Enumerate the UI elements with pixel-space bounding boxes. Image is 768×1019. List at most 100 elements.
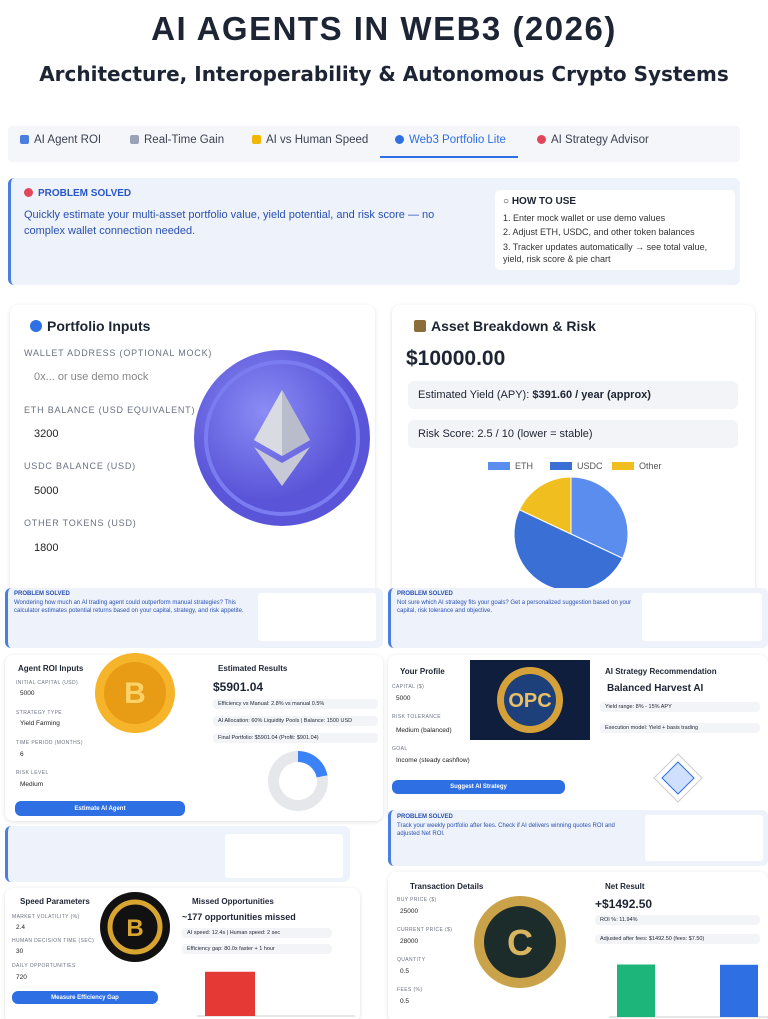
how-to-box	[642, 593, 762, 641]
field-label: FEES (%)	[397, 987, 423, 993]
field-value: Medium (balanced)	[396, 727, 452, 734]
bar-chart	[197, 971, 355, 1017]
element	[395, 135, 404, 144]
how-to-step: 1. Enter mock wallet or use demo values	[503, 213, 666, 223]
problem-text: Not sure which AI strategy fits your goa…	[397, 600, 632, 614]
rec-row: Execution model: Yield + basis trading	[600, 723, 760, 733]
pie-slice	[570, 476, 629, 559]
element: AI vs Human Speed	[266, 134, 369, 146]
card-title: Transaction Details	[410, 882, 484, 891]
subtitle: Architecture, Interoperability & Autonom…	[39, 62, 729, 86]
field-label: CURRENT PRICE ($)	[397, 927, 453, 933]
element: PROBLEM SOLVED	[397, 814, 453, 820]
element	[130, 135, 139, 144]
tab-bar	[8, 126, 740, 162]
bar-chart	[609, 964, 768, 1018]
legend-swatch	[488, 462, 510, 470]
element: B	[126, 915, 143, 942]
how-to-title: ○ HOW TO USE	[503, 196, 577, 207]
button[interactable]: Measure Efficiency Gap	[12, 991, 158, 1004]
element	[107, 899, 163, 955]
coin: C	[474, 896, 566, 988]
card-title: Estimated Results	[218, 664, 288, 673]
field-value: 30	[16, 948, 24, 955]
tab[interactable]: AI Strategy Advisor	[537, 134, 649, 146]
gain-card	[388, 872, 768, 1019]
card-title: Portfolio Inputs	[30, 318, 150, 334]
legend-swatch	[550, 462, 572, 470]
field-value: 6	[20, 751, 24, 758]
element: C	[507, 922, 533, 963]
field-value: 28000	[400, 938, 419, 945]
how-to-step: 3. Tracker updates automatically → see t…	[503, 242, 708, 264]
field-label: MARKET VOLATILITY (%)	[12, 914, 80, 920]
card-title: Net Result	[605, 882, 645, 891]
field-label: ETH BALANCE (USD EQUIVALENT)	[24, 405, 196, 415]
card-title: Agent ROI Inputs	[18, 664, 84, 673]
tab[interactable]: AI Agent ROI	[20, 134, 101, 146]
element	[484, 906, 556, 978]
card-title: Speed Parameters	[20, 897, 90, 906]
element: Real-Time Gain	[144, 134, 225, 146]
bar	[205, 971, 255, 1016]
legend-label: Other	[639, 461, 662, 471]
legend-label: ETH	[515, 461, 533, 471]
element	[252, 135, 261, 144]
field-value: Medium	[20, 781, 44, 788]
element: $391.60 / year (approx)	[532, 389, 651, 401]
field-value: 5000	[396, 695, 411, 702]
button[interactable]: Estimate AI Agent	[15, 801, 185, 816]
how-to-box	[645, 815, 763, 861]
radar	[653, 753, 703, 803]
tab[interactable]: AI vs Human Speed	[252, 134, 368, 146]
field-value: 5000	[34, 485, 59, 497]
net-value: +$1492.50	[595, 897, 653, 911]
element	[282, 390, 310, 456]
field-value: 5000	[20, 690, 35, 697]
element: OPC	[508, 690, 551, 712]
field-label: USDC BALANCE (USD)	[24, 461, 136, 471]
field-label: QUANTITY	[397, 957, 426, 963]
element: AI Strategy Advisor	[551, 134, 649, 146]
element	[504, 674, 556, 726]
donut-slice	[268, 751, 328, 811]
element	[537, 135, 546, 144]
field-label: GOAL	[392, 746, 408, 752]
element	[254, 447, 310, 486]
btc-coin: B	[95, 653, 175, 733]
field-label: CAPITAL ($)	[392, 684, 425, 690]
field-label: INITIAL CAPITAL (USD)	[16, 680, 79, 686]
rec-row: Yield range: 8% - 15% APY	[600, 702, 760, 712]
title: AI AGENTS IN WEB3 (2026)	[151, 10, 617, 47]
how-to-box	[225, 834, 343, 878]
tab-underline	[380, 156, 518, 158]
element	[20, 135, 29, 144]
result-row: Efficiency vs Manual: 2.8% vs manual 0.5…	[213, 699, 378, 709]
risk-row: Risk Score: 2.5 / 10 (lower = stable)	[408, 420, 738, 448]
button[interactable]: Suggest AI Strategy	[392, 780, 565, 794]
element: Portfolio Inputs	[47, 318, 151, 334]
field-value: Income (steady cashflow)	[396, 757, 470, 764]
element: AI Agent ROI	[34, 134, 102, 146]
how-to-box	[258, 593, 376, 641]
problem-text: Track your weekly portfolio after fees. …	[397, 823, 615, 837]
result-row: Final Portfolio: $5901.04 (Profit: $901.…	[213, 733, 378, 743]
element: PROBLEM SOLVED	[38, 188, 132, 199]
element: Risk Score:	[418, 428, 475, 440]
tab[interactable]: Real-Time Gain	[130, 134, 224, 146]
field-value: 0.5	[400, 968, 410, 975]
pie-chart: ETH USDC Other	[488, 461, 662, 592]
element: 2.5 / 10 (lower = stable)	[477, 428, 593, 440]
coin: B	[100, 892, 170, 962]
bar	[720, 964, 758, 1017]
tab-active[interactable]: Web3 Portfolio Lite	[395, 134, 506, 146]
strategy-name: Balanced Harvest AI	[607, 683, 704, 694]
pie-slice	[518, 476, 572, 535]
field-label: RISK LEVEL	[16, 770, 49, 776]
total-value: $10000.00	[406, 347, 506, 370]
eth-coin	[194, 350, 370, 526]
field-value: Yield Farming	[20, 720, 60, 727]
missed-value: ~177 opportunities missed	[182, 912, 296, 922]
element: Asset Breakdown & Risk	[431, 318, 596, 334]
result-row: AI speed: 12.4s | Human speed: 2 sec	[182, 928, 332, 938]
